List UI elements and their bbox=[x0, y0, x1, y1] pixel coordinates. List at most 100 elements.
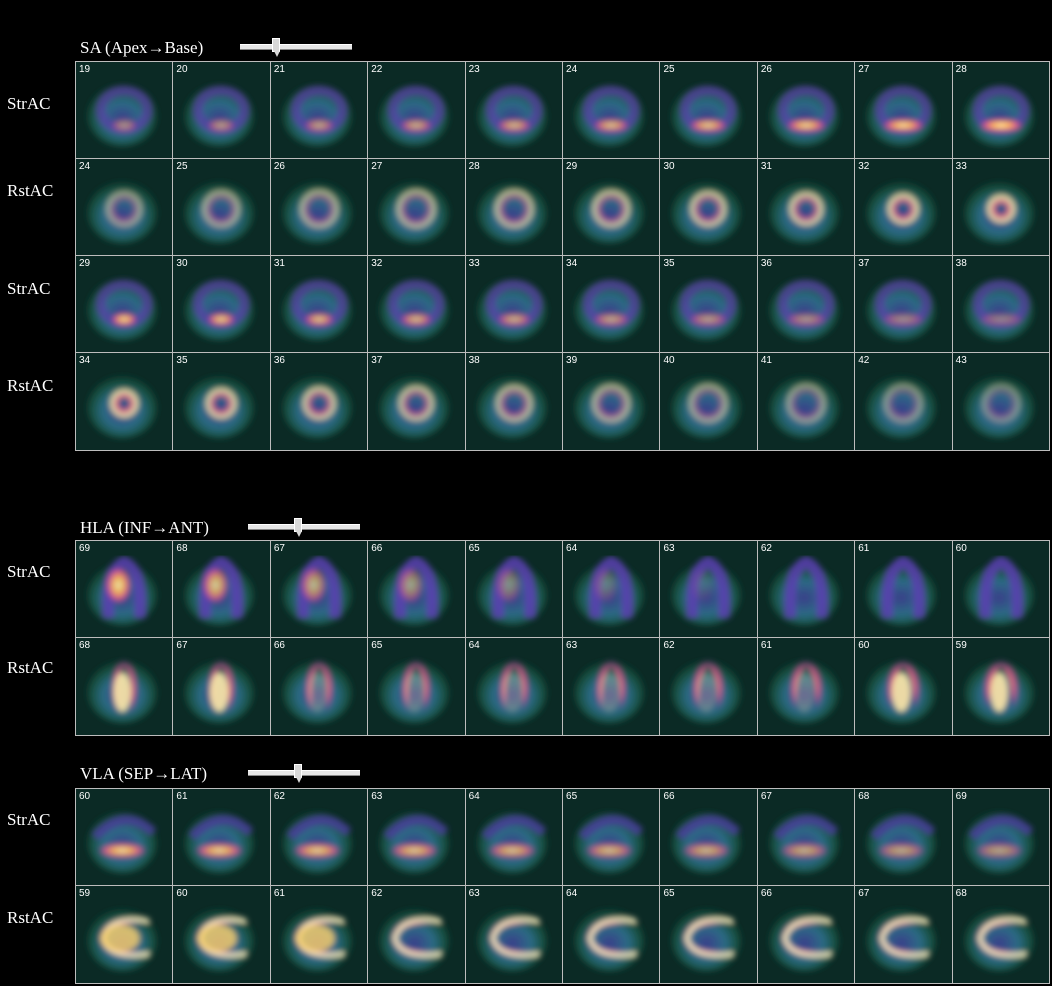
sa-slice-frame[interactable]: 25 bbox=[173, 159, 271, 255]
slice-image bbox=[769, 812, 839, 874]
vla-slice-frame[interactable]: 66 bbox=[660, 789, 758, 885]
hla-slice-frame[interactable]: 63 bbox=[660, 541, 758, 637]
sa-slice-frame[interactable]: 21 bbox=[270, 62, 369, 158]
hla-slider[interactable] bbox=[248, 518, 360, 538]
hla-slice-frame[interactable]: 64 bbox=[465, 638, 564, 735]
sa-slice-frame[interactable]: 29 bbox=[563, 159, 661, 255]
vla-slice-frame[interactable]: 68 bbox=[855, 789, 953, 885]
hla-slice-frame[interactable]: 67 bbox=[270, 541, 369, 637]
sa-slice-frame[interactable]: 24 bbox=[76, 159, 174, 255]
ventricle-arch bbox=[285, 910, 348, 964]
sa-slice-frame[interactable]: 35 bbox=[173, 353, 271, 450]
sa-slice-frame[interactable]: 26 bbox=[270, 159, 369, 255]
sa-slice-frame[interactable]: 36 bbox=[757, 256, 856, 352]
sa-slider[interactable] bbox=[240, 38, 352, 58]
vla-slice-frame[interactable]: 62 bbox=[368, 886, 466, 983]
vla-slice-frame[interactable]: 61 bbox=[173, 789, 271, 885]
sa-slice-frame[interactable]: 37 bbox=[368, 353, 466, 450]
sa-slice-frame[interactable]: 41 bbox=[757, 353, 856, 450]
vla-slider[interactable] bbox=[248, 764, 360, 784]
sa-slice-frame[interactable]: 39 bbox=[563, 353, 661, 450]
vla-slice-frame[interactable]: 67 bbox=[757, 789, 856, 885]
vla-slice-frame[interactable]: 66 bbox=[757, 886, 856, 983]
vla-slice-frame[interactable]: 68 bbox=[952, 886, 1050, 983]
hla-slice-frame[interactable]: 65 bbox=[465, 541, 564, 637]
sa-slice-frame[interactable]: 42 bbox=[855, 353, 953, 450]
vla-slice-frame[interactable]: 62 bbox=[270, 789, 369, 885]
hla-slice-frame[interactable]: 65 bbox=[368, 638, 466, 735]
vla-slice-frame[interactable]: 61 bbox=[270, 886, 369, 983]
hla-slider-track[interactable] bbox=[248, 524, 360, 530]
sa-slice-frame[interactable]: 27 bbox=[368, 159, 466, 255]
hla-slice-frame[interactable]: 68 bbox=[76, 638, 174, 735]
vla-slice-frame[interactable]: 64 bbox=[563, 886, 661, 983]
sa-slice-frame[interactable]: 25 bbox=[660, 62, 758, 158]
sa-slice-frame[interactable]: 38 bbox=[465, 353, 564, 450]
hla-slice-frame[interactable]: 61 bbox=[757, 638, 856, 735]
ventricle-core bbox=[392, 917, 442, 958]
sa-slice-frame[interactable]: 33 bbox=[952, 159, 1050, 255]
vla-slice-frame[interactable]: 65 bbox=[563, 789, 661, 885]
hla-slice-frame[interactable]: 60 bbox=[855, 638, 953, 735]
hla-slice-frame[interactable]: 62 bbox=[757, 541, 856, 637]
vla-slice-frame[interactable]: 64 bbox=[465, 789, 564, 885]
myocardium-core bbox=[205, 387, 238, 420]
sa-slider-thumb[interactable] bbox=[272, 38, 280, 57]
hla-slice-frame[interactable]: 59 bbox=[952, 638, 1050, 735]
hla-slice-frame[interactable]: 62 bbox=[660, 638, 758, 735]
hla-slice-frame[interactable]: 60 bbox=[952, 541, 1050, 637]
sa-slice-frame[interactable]: 31 bbox=[270, 256, 369, 352]
vla-slice-frame[interactable]: 67 bbox=[855, 886, 953, 983]
hla-slice-frame[interactable]: 69 bbox=[76, 541, 174, 637]
sa-slice-frame[interactable]: 36 bbox=[270, 353, 369, 450]
slice-number: 23 bbox=[468, 64, 480, 75]
sa-slice-frame[interactable]: 22 bbox=[368, 62, 466, 158]
sa-slice-frame[interactable]: 34 bbox=[563, 256, 661, 352]
hla-slice-frame[interactable]: 68 bbox=[173, 541, 271, 637]
hla-slice-frame[interactable]: 66 bbox=[270, 638, 369, 735]
vla-slice-frame[interactable]: 63 bbox=[465, 886, 564, 983]
sa-slice-frame[interactable]: 26 bbox=[757, 62, 856, 158]
slice-image bbox=[769, 376, 839, 439]
sa-slice-frame[interactable]: 30 bbox=[660, 159, 758, 255]
sa-slice-frame[interactable]: 32 bbox=[368, 256, 466, 352]
hla-slice-frame[interactable]: 64 bbox=[563, 541, 661, 637]
vla-slice-frame[interactable]: 59 bbox=[76, 886, 174, 983]
sa-slice-frame[interactable]: 23 bbox=[465, 62, 564, 158]
sa-slice-frame[interactable]: 30 bbox=[173, 256, 271, 352]
vla-slider-thumb[interactable] bbox=[294, 764, 302, 783]
sa-slice-frame[interactable]: 33 bbox=[465, 256, 564, 352]
sa-slice-frame[interactable]: 43 bbox=[952, 353, 1050, 450]
vla-slice-frame[interactable]: 65 bbox=[660, 886, 758, 983]
hla-slice-frame[interactable]: 67 bbox=[173, 638, 271, 735]
sa-slice-frame[interactable]: 32 bbox=[855, 159, 953, 255]
anterior-wall bbox=[871, 815, 936, 841]
inferior-wall bbox=[496, 312, 532, 327]
sa-slice-frame[interactable]: 28 bbox=[465, 159, 564, 255]
slice-image bbox=[769, 909, 839, 972]
vla-slice-frame[interactable]: 60 bbox=[76, 789, 174, 885]
sa-slice-frame[interactable]: 35 bbox=[660, 256, 758, 352]
sa-slice-frame[interactable]: 38 bbox=[952, 256, 1050, 352]
sa-slice-frame[interactable]: 31 bbox=[757, 159, 856, 255]
inferior-wall bbox=[681, 842, 732, 859]
vla-slice-frame[interactable]: 63 bbox=[368, 789, 466, 885]
sa-slice-frame[interactable]: 37 bbox=[855, 256, 953, 352]
sa-slider-track[interactable] bbox=[240, 44, 352, 50]
sa-slice-frame[interactable]: 29 bbox=[76, 256, 174, 352]
hla-slice-frame[interactable]: 61 bbox=[855, 541, 953, 637]
vla-slider-track[interactable] bbox=[248, 770, 360, 776]
vla-slice-frame[interactable]: 69 bbox=[952, 789, 1050, 885]
hla-slice-frame[interactable]: 66 bbox=[368, 541, 466, 637]
hla-slice-frame[interactable]: 63 bbox=[563, 638, 661, 735]
sa-slice-frame[interactable]: 24 bbox=[563, 62, 661, 158]
sa-slice-frame[interactable]: 28 bbox=[952, 62, 1050, 158]
sa-slice-frame[interactable]: 27 bbox=[855, 62, 953, 158]
vla-slice-frame[interactable]: 60 bbox=[173, 886, 271, 983]
sa-slice-frame[interactable]: 19 bbox=[76, 62, 174, 158]
sa-slice-frame[interactable]: 34 bbox=[76, 353, 174, 450]
sa-slice-frame[interactable]: 40 bbox=[660, 353, 758, 450]
inferior-wall bbox=[496, 118, 532, 133]
hla-slider-thumb[interactable] bbox=[294, 518, 302, 537]
sa-slice-frame[interactable]: 20 bbox=[173, 62, 271, 158]
